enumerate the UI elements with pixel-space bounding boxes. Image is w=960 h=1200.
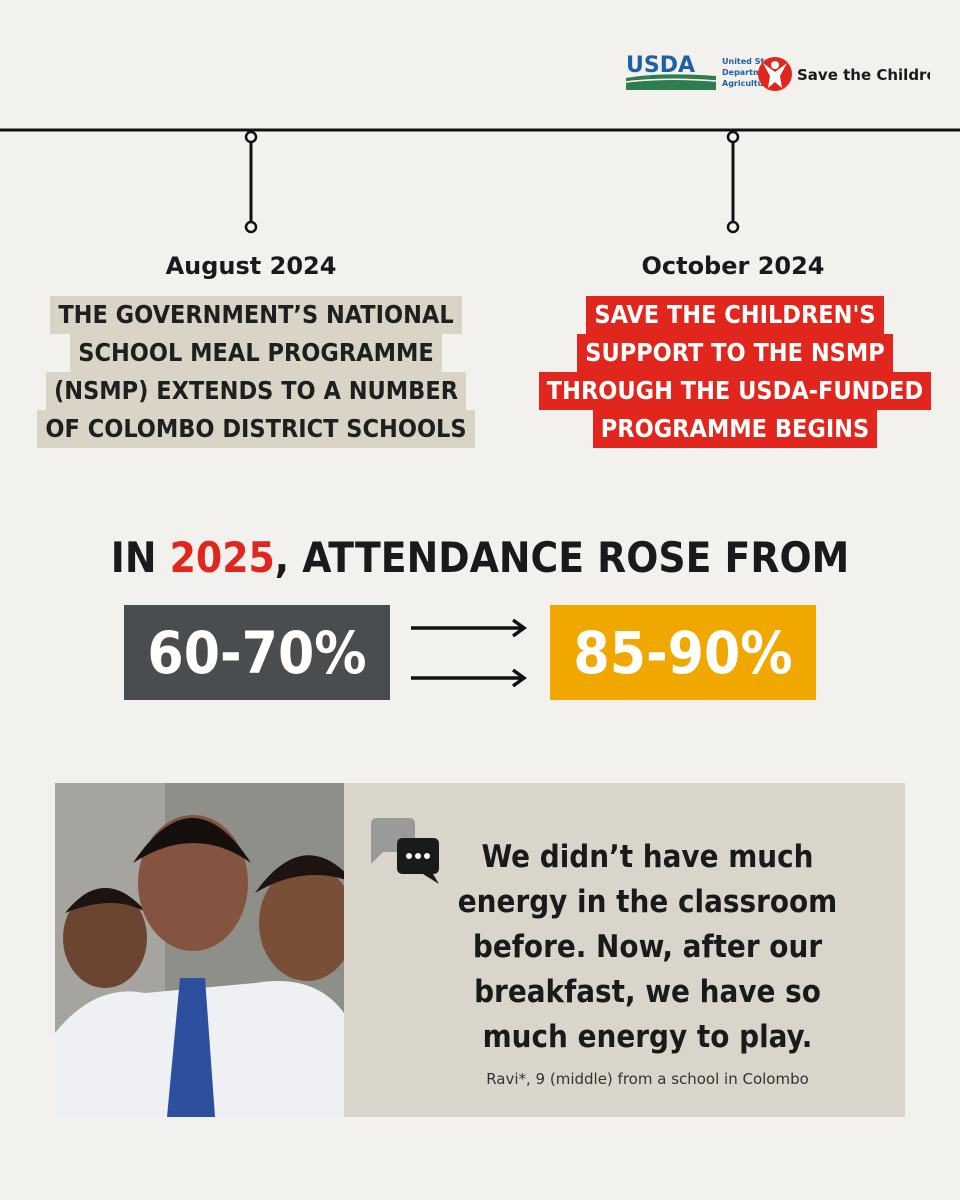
milestone-text: SAVE THE CHILDREN'S SUPPORT TO THE NSMP … <box>495 296 960 448</box>
usda-name: Department of <box>722 68 789 77</box>
arrow <box>411 618 527 638</box>
before-box: 60-70% <box>124 605 390 700</box>
headline-text: IN <box>110 533 157 582</box>
tie <box>167 978 215 1117</box>
photo <box>55 783 344 1117</box>
date: October 2024 <box>641 252 825 280</box>
quote-line: energy in the classroom <box>457 884 838 920</box>
child-face <box>63 888 147 988</box>
stc-emblem-body <box>763 63 787 88</box>
bubble <box>371 818 415 864</box>
dot <box>415 853 421 859</box>
usda-logo: USDA <box>626 53 695 78</box>
after-value: 85-90% <box>573 618 793 687</box>
text-line: PROGRAMME BEGINS <box>592 410 878 448</box>
quote-line: much energy to play. <box>482 1019 813 1055</box>
text-line: THE GOVERNMENT’S NATIONAL <box>50 296 462 334</box>
usda-name: Agriculture <box>722 79 773 88</box>
text-line: OF COLOMBO DISTRICT SCHOOLS <box>37 410 475 448</box>
text-line: SAVE THE CHILDREN'S <box>586 296 884 334</box>
usda-name: United States <box>722 57 784 66</box>
usda-field <box>626 74 716 90</box>
logos: USDA United States Department of Agricul… <box>625 53 930 91</box>
connector-dot <box>726 220 740 234</box>
headline: IN 2025, ATTENDANCE ROSE FROM <box>0 533 960 582</box>
child-face <box>138 815 248 951</box>
arrow <box>411 668 527 688</box>
speech-icon <box>371 818 439 884</box>
connector-dot <box>726 130 740 144</box>
child-face <box>259 865 344 981</box>
before-value: 60-70% <box>147 618 367 687</box>
headline-year: 2025 <box>169 533 275 582</box>
connector-dot <box>244 220 258 234</box>
bubble <box>397 838 439 884</box>
text-line: SCHOOL MEAL PROGRAMME <box>70 334 442 372</box>
text-line: THROUGH THE USDA-FUNDED <box>538 372 932 410</box>
attribution: Ravi*, 9 (middle) from a school in Colom… <box>486 1070 809 1088</box>
timeline <box>0 128 960 234</box>
dot <box>424 853 430 859</box>
quote-line: breakfast, we have so <box>474 974 821 1010</box>
child-hair <box>65 888 147 913</box>
stc-logo: Save the Children <box>797 66 930 84</box>
child-hair <box>133 818 251 863</box>
arrows <box>411 618 527 688</box>
quote-line: before. Now, after our <box>472 929 823 965</box>
milestone-text: THE GOVERNMENT’S NATIONAL SCHOOL MEAL PR… <box>16 296 496 448</box>
usda-stripe <box>625 78 717 83</box>
child-hair <box>255 855 344 893</box>
stc-emblem-head <box>771 61 779 69</box>
dot <box>406 853 412 859</box>
quote: We didn’t have much energy in the classr… <box>400 835 895 1088</box>
date: August 2024 <box>165 252 337 280</box>
quote-line: We didn’t have much <box>481 839 814 875</box>
headline-text: , ATTENDANCE ROSE FROM <box>274 533 850 582</box>
text-line: SUPPORT TO THE NSMP <box>577 334 893 372</box>
after-box: 85-90% <box>550 605 816 700</box>
connector-dot <box>244 130 258 144</box>
text-line: (NSMP) EXTENDS TO A NUMBER <box>45 372 467 410</box>
